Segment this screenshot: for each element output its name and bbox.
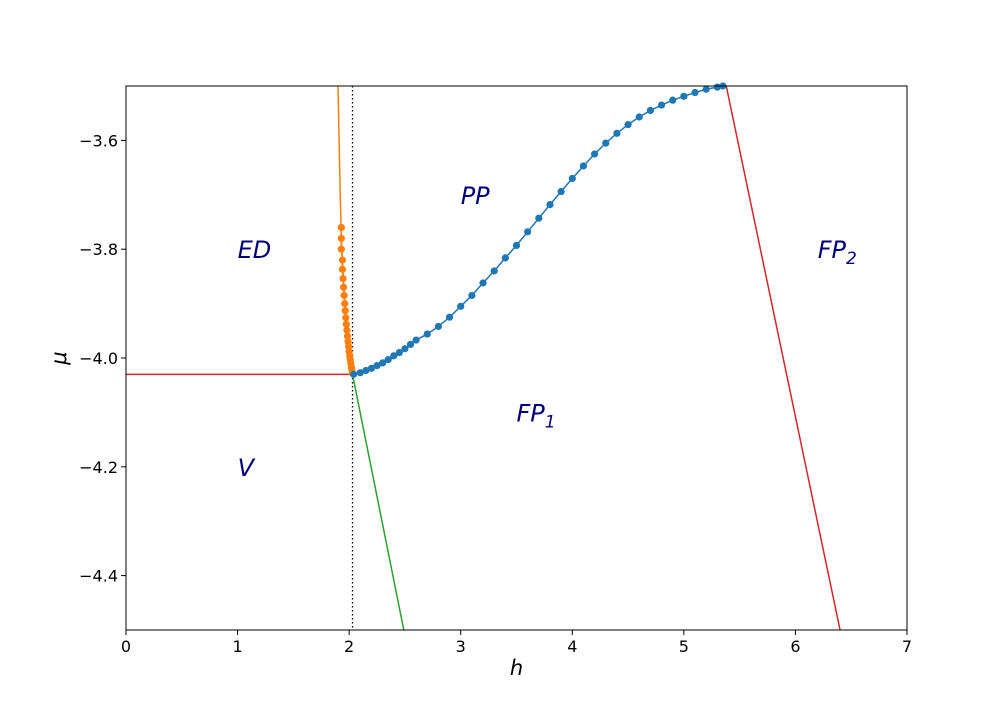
series-2-point-15: [445, 313, 454, 321]
series-1-point-6: [339, 274, 347, 283]
series-2-point-29: [602, 139, 610, 147]
x-tick-label: 6: [790, 637, 800, 656]
boundary-line-2: [351, 374, 405, 630]
y-axis: −3.6 −3.8 −4.0 −4.2 −4.4: [79, 131, 126, 586]
series-2-point-4: [367, 364, 376, 372]
series-2-point-23: [535, 214, 543, 222]
series-2-point-38: [702, 85, 710, 93]
x-axis-label: h: [510, 656, 523, 680]
series-2-point-10: [401, 345, 409, 353]
x-tick-label: 7: [902, 637, 912, 656]
x-tick-label: 5: [679, 637, 689, 656]
boundary-line-3: [725, 86, 841, 630]
y-tick-label: −4.4: [79, 567, 118, 586]
points-layer: [337, 82, 727, 378]
y-tick-label: −4.0: [79, 349, 118, 368]
x-tick-label: 3: [456, 637, 466, 656]
region-label-ed: ED: [238, 236, 272, 264]
series-2-point-30: [613, 129, 621, 137]
series-2-point-18: [479, 279, 487, 287]
region-label-pp: PP: [461, 182, 490, 210]
y-tick-label: −4.2: [79, 458, 118, 477]
y-tick-label: −3.6: [79, 131, 118, 150]
x-tick-label: 1: [232, 637, 242, 656]
series-1-point-10: [341, 307, 349, 315]
series-2-point-11: [406, 340, 415, 348]
x-axis: 0 1 2 3 4 5 6 7: [121, 630, 912, 656]
series-2-point-19: [490, 267, 498, 275]
series-1-point-9: [341, 300, 349, 308]
series-2-point-1: [350, 370, 358, 378]
series-1-point-4: [338, 256, 347, 264]
series-2-point-28: [591, 150, 599, 158]
series-2-point-32: [635, 113, 643, 121]
series-2-point-5: [373, 362, 381, 370]
series-2-point-22: [524, 228, 532, 236]
series-1-point-14: [343, 332, 352, 340]
series-1-point-2: [337, 234, 345, 242]
series-2-point-3: [362, 366, 370, 375]
series-2-point-16: [457, 302, 465, 310]
series-2-point-24: [546, 200, 554, 209]
series-2-point-37: [691, 88, 699, 97]
series-1-point-13: [343, 326, 351, 334]
series-2-point-12: [412, 336, 420, 344]
series-2-point-25: [557, 187, 565, 196]
series-2-point-7: [384, 356, 392, 364]
series-2-point-33: [646, 106, 654, 115]
series-2-point-2: [356, 369, 364, 377]
series-1-point-7: [339, 283, 348, 291]
series-2-point-21: [512, 241, 521, 249]
series-2-point-14: [434, 322, 442, 331]
x-tick-label: 2: [344, 637, 354, 656]
plot-area: [126, 86, 907, 630]
series-2-point-20: [501, 254, 509, 262]
y-tick-label: −3.8: [79, 240, 118, 259]
series-1-point-3: [337, 245, 345, 253]
series-2-point-31: [624, 121, 632, 129]
series-1-point-8: [340, 291, 348, 300]
series-1-point-1: [337, 223, 345, 232]
series-2-point-8: [390, 352, 398, 360]
series-2-point-13: [423, 330, 431, 338]
region-label-v: V: [238, 454, 256, 482]
series-2-point-9: [395, 348, 403, 357]
series-2-point-35: [669, 96, 677, 104]
series-2-point-34: [657, 101, 666, 109]
series-1-point-5: [338, 265, 347, 273]
x-tick-label: 4: [567, 637, 577, 656]
series-2-point-39: [713, 83, 721, 91]
series-1-point-11: [342, 314, 350, 322]
y-axis-label: μ: [47, 351, 71, 365]
series-2-point-26: [568, 174, 576, 183]
series-2-point-27: [579, 162, 588, 170]
x-tick-label: 0: [121, 637, 131, 656]
series-1-point-12: [342, 320, 350, 328]
series-2-point-17: [468, 291, 476, 300]
series-2-point-6: [379, 359, 387, 367]
series-2-point-36: [680, 92, 688, 100]
